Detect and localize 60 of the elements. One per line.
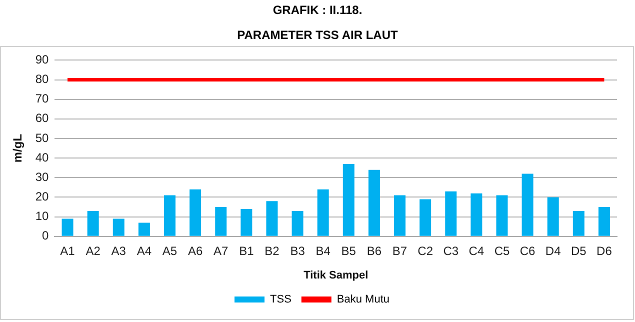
x-tick-label: C2: [418, 244, 434, 258]
x-tick-label: C6: [520, 244, 536, 258]
bar: [368, 170, 380, 236]
bar: [470, 193, 482, 236]
y-tick-label: 30: [35, 170, 50, 184]
bar: [445, 191, 457, 236]
x-tick-label: A6: [188, 244, 203, 258]
x-tick-label: B2: [264, 244, 280, 258]
y-tick-label: 70: [35, 92, 50, 106]
y-tick-label: 10: [35, 209, 50, 224]
x-tick-label: A1: [60, 244, 76, 258]
y-tick-label: 0: [42, 228, 50, 243]
x-tick-label: A2: [86, 244, 101, 258]
bar: [547, 197, 559, 236]
bar: [598, 207, 610, 236]
bar: [87, 210, 99, 236]
bar: [215, 207, 227, 236]
bar: [317, 189, 329, 236]
y-axis-title: m/gL: [10, 134, 25, 163]
x-tick-label: C5: [494, 244, 510, 258]
bar: [190, 189, 202, 236]
bar: [342, 164, 354, 236]
y-tick-label: 80: [35, 72, 50, 86]
x-tick-label: B4: [316, 244, 331, 258]
x-tick-label: A5: [162, 244, 178, 258]
bar: [292, 210, 304, 236]
x-tick-label: D6: [596, 244, 612, 258]
y-tick-label: 20: [35, 190, 50, 204]
bar: [496, 195, 508, 236]
x-tick-label: B6: [366, 244, 382, 258]
x-tick-label: C3: [443, 244, 459, 258]
x-tick-label: B1: [239, 244, 254, 258]
x-tick-label: D5: [570, 244, 587, 258]
bar: [394, 195, 406, 236]
bar: [572, 210, 584, 236]
x-tick-label: A7: [214, 244, 229, 258]
bar: [522, 174, 534, 236]
legend-label: TSS: [270, 294, 292, 306]
legend-label: Baku Mutu: [336, 294, 390, 306]
x-axis-title: Titik Sampel: [304, 269, 368, 282]
bar: [62, 218, 74, 236]
chart-title: GRAFIK : II.118.: [272, 2, 364, 18]
chart-subtitle: PARAMETER TSS AIR LAUT: [236, 27, 399, 44]
bar: [164, 195, 176, 236]
x-tick-label: A4: [136, 244, 152, 258]
x-tick-label: A3: [111, 244, 126, 258]
bar: [112, 218, 124, 236]
bar: [266, 201, 278, 236]
x-tick-label: C4: [468, 244, 484, 258]
bar: [240, 208, 252, 236]
y-tick-label: 40: [35, 150, 50, 164]
y-tick-label: 90: [35, 52, 50, 67]
bar: [420, 199, 432, 236]
y-tick-label: 50: [35, 130, 50, 145]
x-tick-label: B7: [392, 244, 408, 258]
y-tick-label: 60: [35, 111, 50, 126]
x-tick-label: D4: [545, 244, 562, 258]
x-tick-label: B5: [341, 244, 356, 258]
x-tick-label: B3: [290, 244, 306, 258]
bar: [138, 222, 150, 236]
